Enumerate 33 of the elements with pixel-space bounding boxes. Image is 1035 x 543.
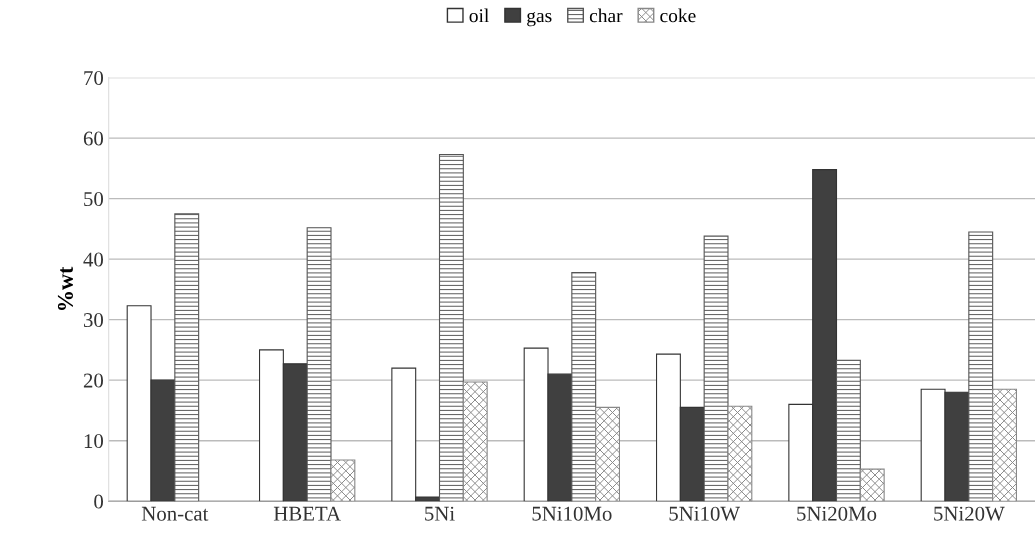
y-tick-label: 10: [84, 434, 104, 449]
y-tick-label: 0: [94, 494, 104, 509]
bar: [992, 388, 1018, 502]
bar: [703, 235, 729, 502]
bar: [727, 405, 753, 502]
bar: [462, 381, 488, 502]
bar: [174, 213, 200, 502]
x-tick-label: HBETA: [273, 506, 341, 521]
x-tick-label: 5Ni10W: [669, 506, 740, 521]
y-tick-label: 60: [83, 131, 104, 146]
x-tick-label: 5Ni10Mo: [532, 506, 612, 521]
y-tick-label: 50: [84, 192, 104, 207]
x-tick-label: 5Ni20Mo: [797, 506, 877, 521]
legend-label: char: [589, 8, 623, 23]
legend-label: oil: [469, 8, 489, 23]
x-tick-label: Non-cat: [141, 506, 209, 521]
y-tick-label: 40: [83, 252, 104, 267]
legend-label: gas: [527, 12, 552, 27]
bar: [859, 468, 885, 502]
y-axis-title: %wt: [57, 266, 73, 310]
bar: [968, 231, 994, 502]
x-tick-label: 5Ni20W: [934, 506, 1005, 521]
y-tick-label: 20: [83, 373, 104, 388]
bar: [330, 459, 356, 502]
y-tick-label: 30: [83, 313, 104, 328]
legend-label: coke: [660, 8, 696, 23]
x-tick-label: 5Ni: [425, 506, 455, 521]
y-tick-label: 70: [84, 71, 104, 86]
bar: [595, 406, 621, 502]
bar: [835, 359, 861, 502]
bar: [438, 153, 464, 502]
bar: [571, 271, 597, 502]
bar: [306, 227, 332, 502]
